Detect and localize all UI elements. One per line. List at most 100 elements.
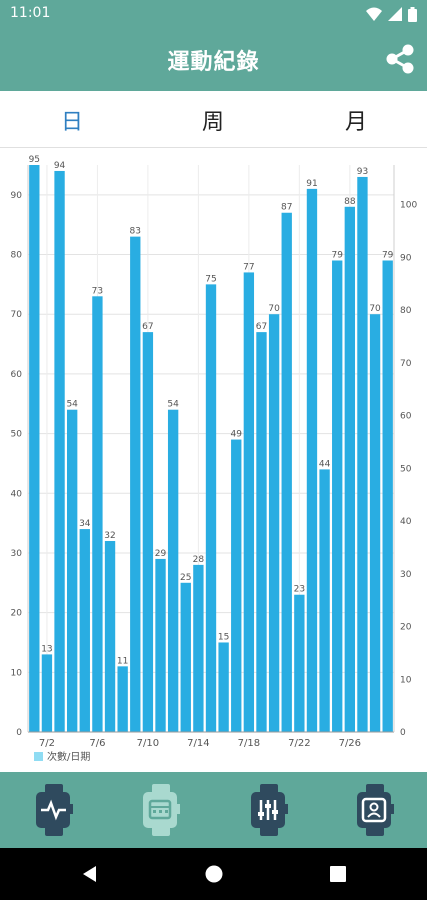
bar-value-label: 67 [142, 322, 153, 332]
bar-value-label: 77 [243, 262, 254, 272]
period-tabs: 日 周 月 [0, 91, 427, 148]
bar [218, 642, 229, 732]
bar-value-label: 23 [294, 585, 305, 595]
app-title: 運動紀錄 [167, 50, 260, 75]
bar-value-label: 88 [344, 197, 356, 207]
bar [180, 582, 191, 732]
bar [92, 296, 103, 732]
bar-value-label: 73 [92, 286, 103, 296]
y-left-tick-label: 80 [11, 251, 23, 261]
bar-value-label: 29 [155, 549, 167, 559]
x-tick-label: 7/6 [89, 738, 105, 749]
recents-icon[interactable] [328, 864, 348, 884]
bar-value-label: 49 [231, 430, 243, 440]
status-icons [366, 6, 417, 22]
bar-value-label: 95 [29, 155, 40, 165]
bar [332, 260, 343, 732]
x-tick-label: 7/26 [339, 738, 361, 749]
bar-value-label: 44 [319, 459, 331, 469]
bar-chart: 0 10 20 30 40 50 60 70 80 90 0 10 20 30 40 50 60 70 80 90 10… [11, 155, 418, 763]
status-bar: 11:01 [0, 0, 427, 28]
bar [205, 284, 217, 732]
home-icon[interactable] [204, 864, 224, 884]
bar [193, 564, 204, 732]
tab-day[interactable]: 日 [60, 110, 83, 135]
bar [54, 170, 65, 733]
bar [155, 558, 166, 732]
y-left-tick-label: 20 [11, 609, 23, 619]
y-right-tick-label: 100 [400, 201, 417, 211]
bar-value-label: 83 [130, 227, 141, 237]
calendar-watch-icon[interactable] [139, 782, 183, 838]
bar-value-label: 70 [268, 304, 280, 314]
bar-value-label: 34 [79, 519, 91, 529]
bar [66, 409, 78, 732]
y-left-tick-label: 70 [11, 310, 23, 320]
y-right-tick-label: 0 [400, 728, 406, 738]
bar-value-label: 54 [66, 400, 78, 410]
bar-value-label: 79 [331, 250, 343, 260]
y-right-tick-label: 50 [400, 464, 412, 474]
x-tick-label: 7/22 [288, 738, 310, 749]
y-right-tick-label: 30 [400, 570, 412, 580]
y-left-tick-label: 50 [11, 430, 23, 440]
bar-value-label: 93 [357, 167, 368, 177]
y-left-tick-label: 40 [11, 489, 23, 499]
legend-label: 次數/日期 [47, 750, 90, 763]
bar-value-label: 15 [218, 632, 229, 642]
activity-watch-icon[interactable] [32, 782, 76, 838]
bar [231, 439, 242, 732]
x-tick-label: 7/14 [187, 738, 209, 749]
y-left-tick-label: 10 [11, 668, 23, 678]
y-right-tick-label: 40 [400, 517, 412, 527]
exercise-chart: 0 10 20 30 40 50 60 70 80 90 0 10 20 30 40 50 60 70 80 90 10… [0, 148, 427, 772]
share-icon[interactable] [383, 42, 417, 76]
bar [29, 165, 40, 732]
bar [142, 332, 154, 732]
bar-value-label: 87 [281, 203, 292, 213]
tab-month[interactable]: 月 [344, 110, 367, 135]
y-right-tick-label: 80 [400, 306, 412, 316]
bottom-nav [0, 772, 427, 848]
legend-swatch [34, 752, 43, 761]
bar-value-label: 91 [306, 179, 317, 189]
y-right-tick-label: 10 [400, 675, 412, 685]
x-tick-label: 7/10 [137, 738, 159, 749]
bar [243, 272, 255, 732]
status-time: 11:01 [10, 5, 51, 21]
bar [117, 666, 128, 732]
profile-watch-icon[interactable] [353, 782, 397, 838]
signal-icon [388, 7, 402, 21]
y-left-tick-label: 30 [11, 549, 23, 559]
bar [382, 260, 393, 732]
bar-value-label: 70 [369, 304, 381, 314]
y-left-tick-label: 0 [16, 728, 22, 738]
battery-icon [408, 6, 417, 22]
bar-value-label: 54 [167, 400, 179, 410]
bar [167, 409, 179, 732]
bar [268, 314, 280, 732]
x-tick-label: 7/18 [238, 738, 260, 749]
back-icon[interactable] [80, 864, 100, 884]
y-right-tick-label: 20 [400, 623, 412, 633]
settings-watch-icon[interactable] [247, 782, 291, 838]
y-left-tick-label: 90 [11, 191, 23, 201]
y-right-tick-label: 60 [400, 412, 412, 422]
system-nav-bar [0, 848, 427, 900]
y-right-tick-label: 90 [400, 253, 412, 263]
bar [281, 212, 292, 732]
bar [256, 332, 267, 732]
bar [79, 529, 90, 732]
y-right-tick-label: 70 [400, 359, 412, 369]
x-tick-label: 7/2 [39, 738, 55, 749]
bar-value-label: 79 [382, 250, 394, 260]
bar-value-label: 28 [193, 555, 205, 565]
bar [130, 236, 141, 732]
bar-value-label: 11 [117, 656, 128, 666]
tab-week[interactable]: 周 [201, 110, 224, 135]
bar-value-label: 25 [180, 573, 191, 583]
bar-value-label: 94 [54, 161, 66, 171]
bar [41, 654, 53, 732]
bar-value-label: 67 [256, 322, 267, 332]
bar-value-label: 75 [205, 274, 216, 284]
